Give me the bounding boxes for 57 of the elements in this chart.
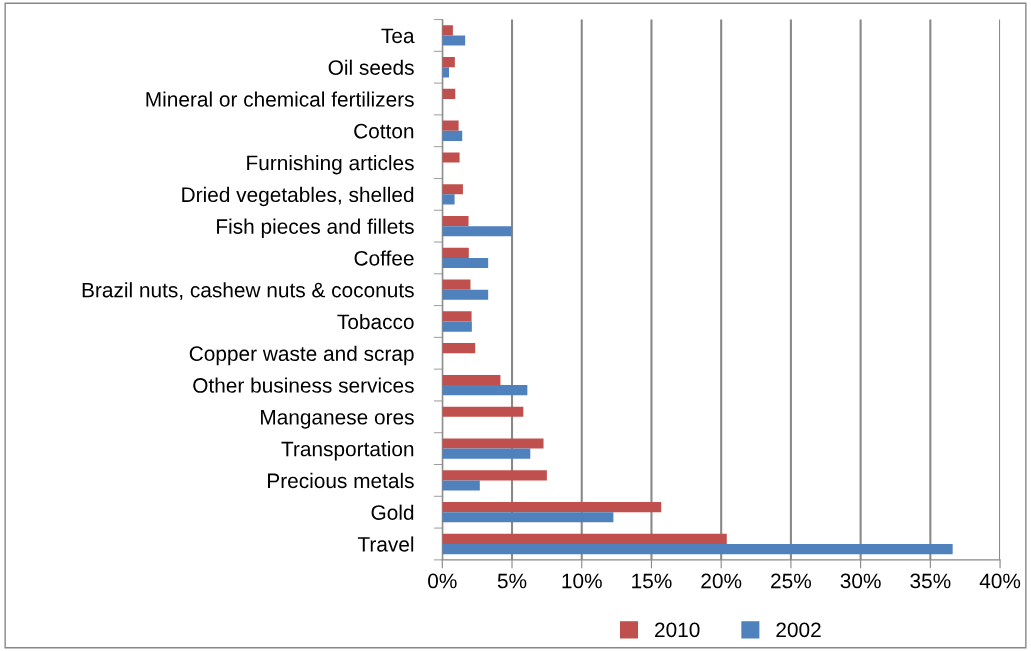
legend-label: 2010 [655,622,700,638]
y-tick-label: Travel [357,536,414,552]
bar [442,343,476,354]
y-tick-label: Furnishing articles [247,155,414,175]
bar [442,438,544,449]
bar [442,152,460,163]
y-tick-label: Tobacco [337,313,414,330]
bar [442,215,469,227]
bar [442,130,463,141]
bar [442,406,524,417]
y-tick-label: Manganese ores [261,410,414,429]
y-tick-label: Gold [371,504,414,520]
y-tick-label: Brazil nuts, cashew nuts & coconuts [82,282,414,300]
bar [442,385,528,396]
x-tick-label: 5% [497,573,527,589]
y-tick-label: Precious metals [268,472,414,489]
bar [442,88,456,99]
bar [442,311,472,322]
bar [442,533,727,544]
bar [442,25,453,36]
x-tick-label: 10% [562,573,602,589]
bar [442,57,455,68]
bar [442,247,469,258]
x-tick-label: 15% [632,573,672,589]
y-tick-label: Other business services [193,377,414,393]
y-tick-label: Copper waste and scrap [189,345,414,366]
x-tick-label: 25% [771,573,812,589]
bar [442,35,466,46]
bar [442,543,953,555]
x-tick-label: 35% [910,573,951,589]
bar [442,470,547,481]
bar [442,321,472,332]
y-tick-label: Oil seeds [328,59,414,75]
x-tick-label: 0% [428,573,457,589]
bar [442,448,531,459]
bar [442,480,480,491]
bar [442,289,489,300]
bar [442,120,459,131]
y-tick-label: Tea [381,28,415,44]
bar [442,257,489,269]
y-tick-label: Dried vegetables, shelled [182,186,414,207]
y-tick-label: Cotton [354,123,414,139]
y-tick-label: Transportation [281,441,414,461]
y-tick-label: Coffee [354,250,414,266]
bar [442,194,455,205]
y-tick-label: Mineral or chemical fertilizers [146,91,414,107]
bar [442,512,614,523]
y-tick-label: Fish pieces and fillets [217,218,414,238]
legend-label: 2002 [776,622,821,638]
bar [442,226,512,237]
bar [442,184,463,195]
x-tick-label: 20% [701,573,742,589]
bar [442,374,501,386]
bar [442,502,662,513]
x-tick-label: 30% [840,573,881,589]
x-tick-label: 40% [979,573,1021,589]
bar [442,279,471,290]
